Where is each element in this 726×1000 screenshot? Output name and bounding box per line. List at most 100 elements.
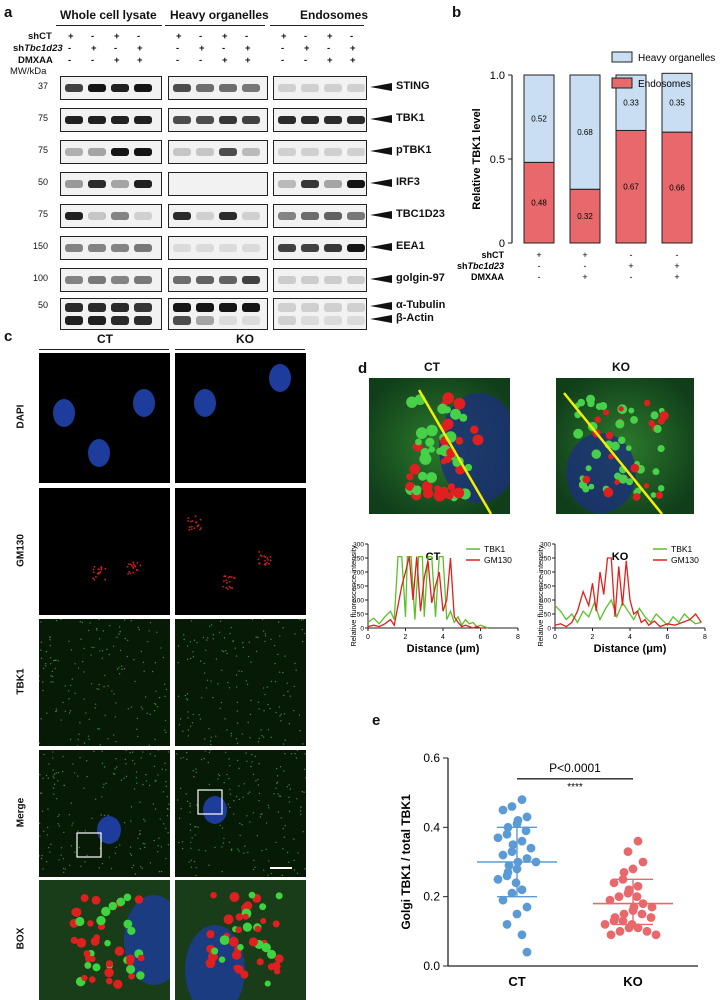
- tbk1-dot: [164, 695, 166, 698]
- tbk1-dot: [54, 667, 56, 670]
- tbk1-dot: [293, 685, 295, 688]
- merge-dot: [131, 751, 134, 753]
- blot-band: [111, 116, 129, 124]
- merge-dot: [277, 811, 280, 813]
- puncta: [626, 478, 634, 486]
- legend-label-endosomes: Endosomes: [638, 79, 691, 90]
- micro-content: [39, 619, 170, 746]
- series-line-gm130: [554, 557, 702, 628]
- row-label-dapi: DAPI: [15, 404, 27, 429]
- blot-arrow: [370, 115, 392, 123]
- tbk1-dot: [64, 710, 67, 713]
- series-line-tbk1: [554, 598, 702, 627]
- tbk1-dot: [284, 655, 286, 657]
- tbk1-dot: [192, 656, 195, 658]
- merge-dot: [133, 788, 136, 790]
- merge-dot: [166, 795, 168, 798]
- blot-band: [278, 84, 296, 92]
- x-tick-label: 8: [516, 634, 520, 641]
- tbk1-dot: [286, 682, 288, 684]
- puncta: [588, 483, 595, 490]
- puncta: [453, 397, 466, 410]
- golgi-dot: [187, 520, 189, 522]
- merge-dot: [134, 763, 136, 765]
- tbk1-dot: [98, 638, 101, 640]
- y-axis-label: Relative fluorescence intensity: [537, 545, 545, 647]
- data-point-ct: [521, 826, 531, 836]
- tbk1-dot: [242, 646, 245, 649]
- merge-dot: [222, 842, 225, 844]
- blot-band: [65, 180, 83, 188]
- puncta: [116, 897, 126, 907]
- merge-dot: [243, 783, 246, 785]
- condition-sign: -: [68, 55, 72, 66]
- legend-swatch-endosomes: [611, 77, 633, 89]
- merge-dot: [139, 829, 141, 832]
- puncta: [259, 903, 267, 911]
- condition-sign: +: [281, 31, 287, 42]
- tbk1-dot: [261, 735, 263, 737]
- merge-dot: [42, 777, 44, 780]
- x-axis-label: Distance (μm): [407, 643, 480, 655]
- cond-label: DMXAA: [471, 272, 504, 282]
- y-tick-label: 100: [353, 598, 364, 605]
- puncta: [137, 954, 145, 962]
- tbk1-dot: [269, 707, 271, 710]
- tbk1-dot: [153, 702, 156, 705]
- merge-dot: [72, 763, 74, 765]
- golgi-dot: [92, 568, 95, 571]
- merge-dot: [142, 783, 144, 786]
- data-point-ct: [507, 888, 517, 898]
- merge-dot: [124, 821, 126, 824]
- tbk1-dot: [50, 663, 52, 665]
- tbk1-dot: [104, 674, 106, 677]
- condition-sign: +: [674, 272, 679, 282]
- puncta: [136, 971, 145, 980]
- puncta: [405, 481, 415, 491]
- merge-dot: [51, 751, 54, 753]
- data-point-ko: [609, 878, 619, 888]
- tbk1-dot: [257, 636, 259, 639]
- background: [39, 750, 170, 877]
- condition-sign: -: [91, 55, 95, 66]
- mw-marker: 150: [32, 241, 48, 251]
- condition-sign: -: [199, 31, 203, 42]
- tbk1-dot: [278, 621, 280, 623]
- blot-band: [278, 316, 296, 325]
- tbk1-dot: [140, 650, 143, 653]
- merge-dot: [48, 763, 50, 765]
- merge-dot: [288, 861, 290, 863]
- puncta: [231, 950, 242, 960]
- tbk1-dot: [234, 647, 236, 649]
- tbk1-dot: [98, 619, 100, 621]
- tbk1-dot: [68, 698, 70, 700]
- golgi-dot: [132, 563, 135, 566]
- golgi-dot: [128, 563, 130, 566]
- merge-dot: [252, 868, 255, 871]
- puncta: [634, 487, 642, 495]
- puncta: [643, 399, 651, 407]
- tbk1-dot: [242, 642, 244, 644]
- data-point-ct: [502, 920, 512, 929]
- tbk1-dot: [264, 635, 267, 637]
- merge-dot: [49, 851, 51, 853]
- mw-marker: 37: [37, 81, 48, 91]
- tbk1-dot: [90, 683, 93, 685]
- tbk1-dot: [190, 657, 192, 660]
- condition-sign: -: [91, 31, 95, 42]
- tbk1-dot: [79, 621, 81, 623]
- blot-band: [88, 303, 106, 312]
- tbk1-dot: [124, 637, 127, 640]
- merge-dot: [204, 850, 207, 852]
- merge-dot: [152, 803, 154, 805]
- merge-dot: [197, 826, 199, 828]
- blot-band: [242, 303, 260, 312]
- tbk1-dot: [148, 744, 150, 746]
- merge-dot: [50, 843, 52, 846]
- mw-marker: 50: [37, 177, 48, 187]
- tbk1-dot: [149, 713, 151, 716]
- tbk1-dot: [277, 653, 279, 656]
- merge-dot: [204, 750, 206, 752]
- tbk1-dot: [304, 632, 306, 635]
- merge-dot: [40, 857, 43, 860]
